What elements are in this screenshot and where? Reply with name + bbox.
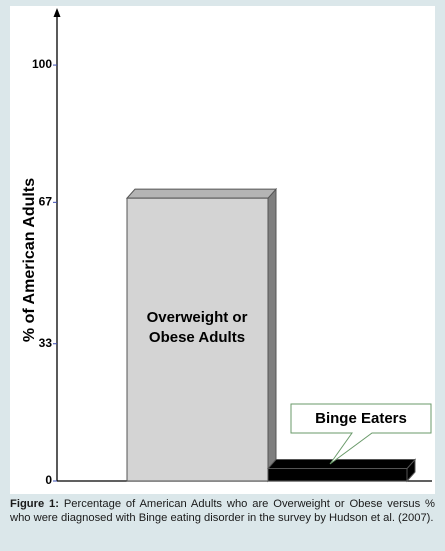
bar-top bbox=[266, 459, 417, 470]
bar-top bbox=[125, 188, 278, 199]
bar-side bbox=[267, 187, 277, 483]
category-label: Overweight or Obese Adults bbox=[146, 309, 248, 346]
y-tick-label: 100 bbox=[32, 57, 52, 71]
bar bbox=[126, 197, 269, 482]
y-axis-label: % of American Adults bbox=[21, 178, 38, 342]
bar bbox=[267, 468, 408, 482]
caption: Figure 1: Percentage of American Adults … bbox=[10, 497, 435, 525]
y-tick-label: 33 bbox=[39, 336, 53, 350]
callout-box bbox=[290, 403, 432, 465]
caption-label: Figure 1: bbox=[10, 498, 59, 510]
category-label: Binge Eaters bbox=[315, 410, 407, 427]
caption-text: Percentage of American Adults who are Ov… bbox=[10, 498, 435, 524]
y-tick-label: 67 bbox=[39, 194, 53, 208]
chart: % of American Adults 0 33 67 100 Binge Eater… bbox=[10, 6, 435, 494]
y-axis-arrow bbox=[53, 8, 61, 17]
y-tick-label: 0 bbox=[45, 473, 52, 487]
